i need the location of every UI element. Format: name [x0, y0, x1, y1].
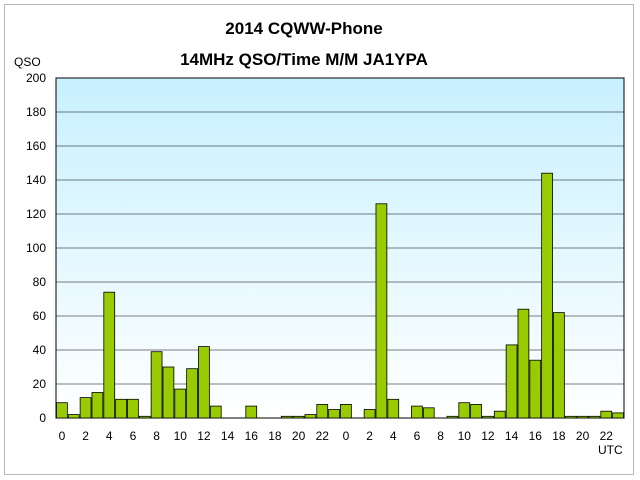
x-tick-label: 8: [153, 429, 160, 443]
x-axis-label: UTC: [598, 443, 623, 457]
bar: [138, 415, 151, 419]
bar: [458, 402, 471, 419]
y-tick-label: 40: [33, 343, 47, 357]
y-tick-label: 160: [26, 139, 46, 153]
x-tick-label: 22: [316, 429, 330, 443]
x-tick-label: 4: [390, 429, 397, 443]
bar: [280, 415, 293, 419]
bar: [91, 392, 104, 419]
x-tick-labels: 0 2 4 6 8 10 12 14 16 18 20 22 0 2 4 6 8 10 12 14 16 18 20 22: [59, 429, 614, 443]
bar: [328, 409, 340, 419]
bar: [470, 403, 482, 419]
bar: [529, 359, 542, 419]
bar: [292, 415, 305, 419]
bar: [493, 410, 506, 419]
bar: [387, 398, 400, 419]
y-tick-label: 200: [26, 71, 46, 85]
x-tick-label: 6: [130, 429, 137, 443]
bar: [150, 351, 163, 419]
bar: [127, 398, 139, 419]
bar: [209, 405, 222, 419]
grid-lines: [56, 111, 624, 385]
x-tick-label: 2: [366, 429, 373, 443]
y-tick-label: 0: [39, 411, 46, 425]
x-tick-label: 22: [600, 429, 614, 443]
bar: [162, 366, 175, 419]
y-tick-label: 180: [26, 105, 46, 119]
bar: [67, 414, 80, 419]
bar: [517, 308, 530, 419]
bar: [103, 291, 116, 419]
bar: [576, 415, 589, 419]
x-tick-label: 18: [552, 429, 566, 443]
bar: [541, 172, 553, 419]
x-tick-label: 0: [343, 429, 350, 443]
x-tick-label: 4: [106, 429, 113, 443]
bar: [600, 410, 613, 419]
bar: [186, 368, 198, 419]
x-tick-label: 10: [174, 429, 188, 443]
bar: [411, 405, 423, 419]
bar: [174, 388, 187, 419]
x-tick-label: 6: [414, 429, 421, 443]
y-tick-labels: 0 20 40 60 80 100 120 140 160 180 200: [26, 71, 46, 425]
bar: [505, 344, 518, 419]
bar: [553, 312, 565, 419]
bars: [56, 172, 624, 419]
bar: [363, 409, 376, 419]
x-tick-label: 20: [292, 429, 306, 443]
bar: [56, 402, 68, 419]
x-tick-label: 20: [576, 429, 590, 443]
bar: [446, 415, 459, 419]
y-tick-label: 120: [26, 207, 46, 221]
bar: [198, 346, 210, 419]
bar: [304, 414, 317, 419]
bar: [375, 203, 388, 419]
y-tick-label: 140: [26, 173, 46, 187]
bar: [482, 415, 494, 419]
y-axis-label: QSO: [14, 55, 41, 69]
bar: [564, 415, 577, 419]
x-tick-label: 10: [458, 429, 472, 443]
y-tick-label: 100: [26, 241, 46, 255]
y-tick-label: 80: [33, 275, 47, 289]
bar: [79, 397, 92, 419]
bar: [115, 398, 127, 419]
bar: [612, 412, 624, 419]
y-tick-label: 20: [33, 377, 47, 391]
x-tick-label: 14: [505, 429, 519, 443]
x-tick-label: 12: [197, 429, 211, 443]
chart-frame: [4, 4, 634, 475]
y-tick-label: 60: [33, 309, 47, 323]
x-tick-label: 18: [268, 429, 282, 443]
x-tick-label: 8: [437, 429, 444, 443]
x-tick-label: 16: [245, 429, 259, 443]
bar: [588, 415, 601, 419]
x-tick-label: 16: [529, 429, 543, 443]
x-tick-label: 14: [221, 429, 235, 443]
x-tick-label: 0: [59, 429, 66, 443]
x-tick-label: 2: [82, 429, 89, 443]
chart-subtitle: 14MHz QSO/Time M/M JA1YPA: [180, 50, 428, 69]
bar: [422, 407, 435, 419]
x-tick-label: 12: [481, 429, 495, 443]
bar: [245, 405, 258, 419]
bar: [316, 403, 329, 419]
chart-title: 2014 CQWW-Phone: [225, 19, 382, 38]
bar: [340, 403, 352, 419]
